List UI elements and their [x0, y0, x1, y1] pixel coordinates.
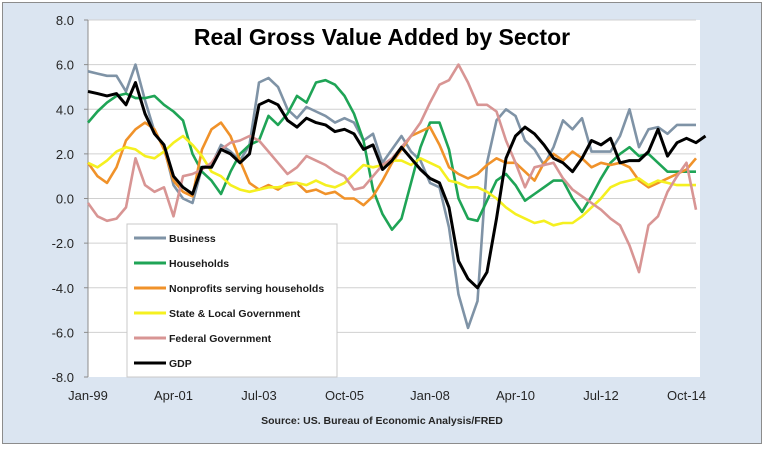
series-line-nonprofits-serving-households	[86, 121, 697, 207]
series-line-business	[87, 63, 696, 330]
x-tick-label: Apr-10	[496, 388, 535, 403]
y-tick-label: 8.0	[56, 13, 74, 28]
x-tick-label: Jul-03	[241, 388, 276, 403]
legend-item: Business	[134, 233, 216, 245]
y-tick-label: 0.0	[56, 192, 74, 207]
legend-item: Nonprofits serving households	[134, 283, 324, 295]
x-tick-label: Jan-08	[410, 388, 450, 403]
y-tick-label: 4.0	[56, 102, 74, 117]
legend: Business Households Nonprofits serving hou…	[134, 233, 324, 370]
legend-box	[126, 223, 338, 378]
legend-item: Households	[134, 258, 229, 270]
legend-label: Business	[169, 233, 216, 245]
legend-item: GDP	[134, 358, 192, 370]
legend-item: State & Local Government	[134, 308, 301, 320]
y-tick-label: 6.0	[56, 58, 74, 73]
y-tick-label: -2.0	[52, 236, 74, 251]
chart-title: Real Gross Value Added by Sector	[194, 24, 570, 50]
legend-label: GDP	[169, 358, 192, 370]
series-line-gdp	[87, 81, 707, 290]
chart-source: Source: US. Bureau of Economic Analysis/…	[261, 415, 503, 427]
legend-label: State & Local Government	[169, 308, 301, 320]
legend-label: Households	[169, 258, 229, 270]
y-axis: 8.0 6.0 4.0 2.0 0.0 -2.0 -4.0 -6.0 -8.0	[52, 13, 89, 385]
y-tick-label: 2.0	[56, 147, 74, 162]
y-tick-label: -6.0	[52, 325, 74, 340]
x-tick-label: Oct-05	[325, 388, 364, 403]
series-lines	[86, 63, 707, 330]
x-tick-label: Apr-01	[154, 388, 193, 403]
x-tick-label: Oct-14	[667, 388, 706, 403]
legend-item: Federal Government	[134, 333, 272, 345]
x-axis: Jan-99 Apr-01 Jul-03 Oct-05 Jan-08 Apr-10 Jul-…	[68, 388, 706, 403]
legend-label: Nonprofits serving households	[169, 283, 324, 295]
x-tick-label: Jul-12	[583, 388, 618, 403]
y-tick-label: -8.0	[52, 370, 74, 385]
x-tick-label: Jan-99	[68, 388, 108, 403]
y-tick-label: -4.0	[52, 281, 74, 296]
title-background	[172, 21, 592, 53]
legend-label: Federal Government	[169, 333, 272, 345]
